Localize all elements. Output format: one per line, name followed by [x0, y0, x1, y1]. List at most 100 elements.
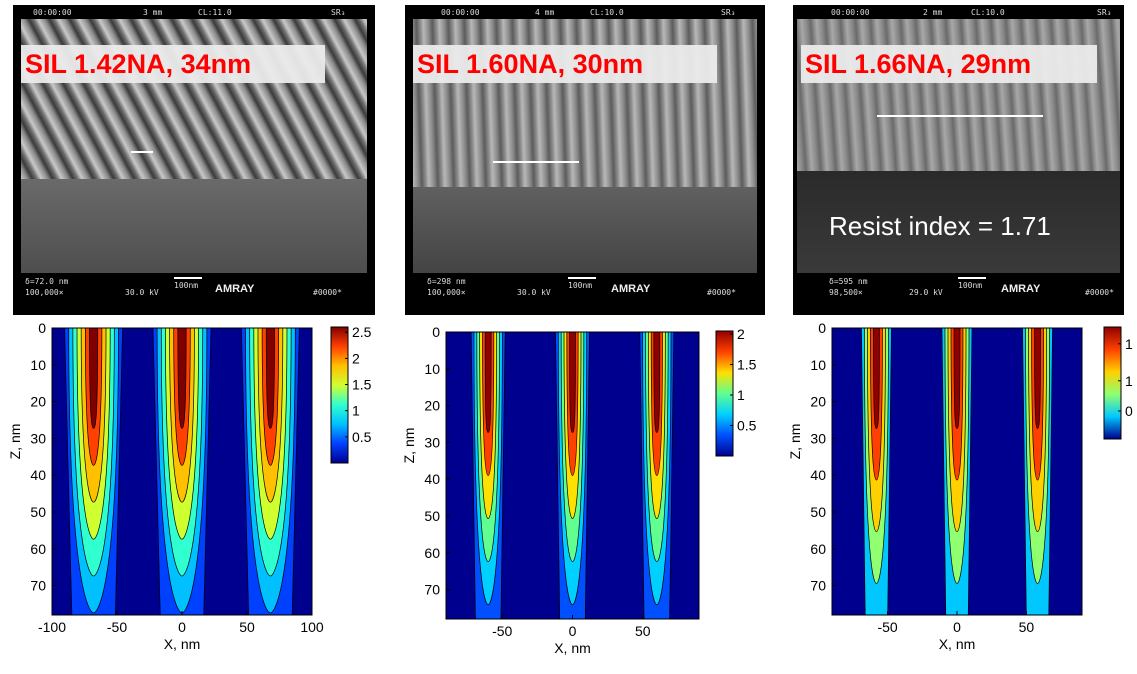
y-tick-label: 20	[810, 394, 826, 410]
y-tick-label: 60	[30, 541, 46, 557]
colorbar-tick-label: 2	[737, 326, 745, 342]
colorbar-tick-label: 2	[352, 350, 360, 366]
y-tick-label: 20	[30, 394, 46, 410]
x-tick-label: -50	[877, 619, 897, 635]
y-tick-label: 70	[424, 582, 440, 598]
substrate	[21, 179, 367, 273]
contour-line-2	[941, 327, 973, 616]
x-tick-label: 100	[300, 619, 324, 635]
x-axis-label: X, nm	[939, 636, 976, 652]
colorbar-tick-label: 1.5	[737, 357, 757, 373]
x-tick-label: -50	[107, 619, 127, 635]
sem-voltage: 30.0 kV	[125, 288, 159, 297]
y-tick-label: 40	[424, 471, 440, 487]
sem-sr: SR₃	[1097, 8, 1112, 17]
x-tick-label: 0	[569, 623, 577, 639]
contour-line-1	[861, 327, 892, 616]
measurement-line	[493, 161, 579, 163]
sem-cl: CL:10.0	[971, 8, 1005, 17]
sem-magnification: 98,500×	[829, 288, 863, 297]
y-tick-label: 0	[818, 320, 826, 336]
sem-working-distance: 2 mm	[923, 8, 943, 17]
sem-time: 00:00:00	[831, 8, 870, 17]
sem-time: 00:00:00	[33, 8, 72, 17]
scale-bar	[568, 277, 596, 279]
y-tick-label: 40	[810, 467, 826, 483]
measurement-line	[877, 115, 1043, 117]
contour-plot-3: 0 10 20 30 40 50 60 70 -50 0 50 X, nm Z, nm 0 1 1	[787, 320, 1133, 652]
x-axis-label: X, nm	[554, 640, 591, 656]
sem-sr: SR₃	[331, 8, 346, 17]
sem-voltage: 30.0 kV	[517, 288, 551, 297]
contour-plot-1: 0 10 20 30 40 50 60 70 -100 -50 0 50 100 X, nm Z, nm 0.…	[7, 320, 372, 652]
contour-line-3	[1022, 327, 1053, 616]
y-tick-label: 70	[810, 578, 826, 594]
sem-delta: δ=298 nm	[427, 277, 466, 286]
sem-header-3: 00:00:00 2 mm CL:10.0 SR₃	[793, 7, 1124, 19]
sem-cl: CL:10.0	[590, 8, 624, 17]
y-tick-label: 10	[424, 361, 440, 377]
contour-level	[484, 331, 492, 433]
sem-brand: AMRAY	[611, 283, 651, 295]
y-tick-label: 10	[810, 357, 826, 373]
sem-image-3: 00:00:00 2 mm CL:10.0 SR₃ SIL 1.66NA, 29…	[793, 5, 1124, 315]
y-tick-label: 0	[432, 324, 440, 340]
contour-level	[873, 327, 880, 429]
panel-title-2: SIL 1.60NA, 30nm	[413, 45, 717, 83]
sem-image-2: 00:00:00 4 mm CL:10.0 SR₃ SIL 1.60NA, 30…	[405, 5, 765, 315]
x-tick-label: 50	[1019, 619, 1035, 635]
y-tick-label: 30	[810, 430, 826, 446]
sem-sr: SR₃	[721, 8, 736, 17]
sem-delta: δ=595 nm	[829, 277, 868, 286]
x-tick-label: 0	[953, 619, 961, 635]
sem-voltage: 29.0 kV	[909, 288, 943, 297]
contour-line-1	[470, 331, 506, 620]
contour-line-3	[241, 327, 300, 616]
scale-label: 100nm	[174, 281, 199, 290]
x-axis-label: X, nm	[164, 636, 201, 652]
sem-footer-3: δ=595 nm 98,500× 29.0 kV 100nm AMRAY #00…	[793, 273, 1124, 315]
y-tick-label: 50	[810, 504, 826, 520]
x-tick-label: -100	[38, 619, 66, 635]
x-tick-label: 0	[178, 619, 186, 635]
y-tick-label: 50	[424, 508, 440, 524]
contour-level	[953, 327, 961, 429]
substrate	[797, 171, 1120, 273]
y-axis-label: Z, nm	[787, 424, 803, 460]
contour-level	[569, 331, 576, 433]
sem-working-distance: 3 mm	[143, 8, 163, 17]
contour-level	[653, 331, 661, 433]
y-tick-label: 10	[30, 357, 46, 373]
resist-lines	[797, 19, 1120, 171]
y-tick-label: 20	[424, 398, 440, 414]
y-tick-label: 30	[424, 434, 440, 450]
y-tick-label: 60	[424, 545, 440, 561]
scale-bar	[174, 277, 202, 279]
measurement-line	[131, 151, 153, 153]
sem-footer-2: δ=298 nm 100,000× 30.0 kV 100nm AMRAY #0…	[405, 273, 765, 315]
colorbar-tick-label: 1.5	[352, 377, 372, 393]
substrate	[413, 187, 757, 273]
sem-brand: AMRAY	[1001, 283, 1041, 295]
y-axis-label: Z, nm	[401, 428, 417, 464]
y-tick-label: 30	[30, 430, 46, 446]
colorbar-tick-label: 1	[1125, 373, 1133, 389]
x-tick-label: -50	[492, 623, 512, 639]
sem-brand: AMRAY	[215, 283, 255, 295]
sem-cl: CL:11.0	[198, 8, 232, 17]
sem-id: #0000*	[707, 288, 736, 297]
colorbar-tick-label: 1	[737, 387, 745, 403]
y-tick-label: 40	[30, 467, 46, 483]
resist-index-note: Resist index = 1.71	[829, 211, 1051, 241]
colorbar	[330, 326, 349, 464]
x-tick-label: 50	[635, 623, 651, 639]
x-tick-label: 50	[239, 619, 255, 635]
sem-magnification: 100,000×	[25, 288, 64, 297]
sem-micrograph-3	[797, 19, 1120, 273]
sem-header-2: 00:00:00 4 mm CL:10.0 SR₃	[405, 7, 765, 19]
sem-id: #0000*	[313, 288, 342, 297]
colorbar-tick-label: 0	[1125, 403, 1133, 419]
colorbar-tick-label: 0.5	[352, 429, 372, 445]
y-tick-label: 50	[30, 504, 46, 520]
y-tick-label: 70	[30, 578, 46, 594]
